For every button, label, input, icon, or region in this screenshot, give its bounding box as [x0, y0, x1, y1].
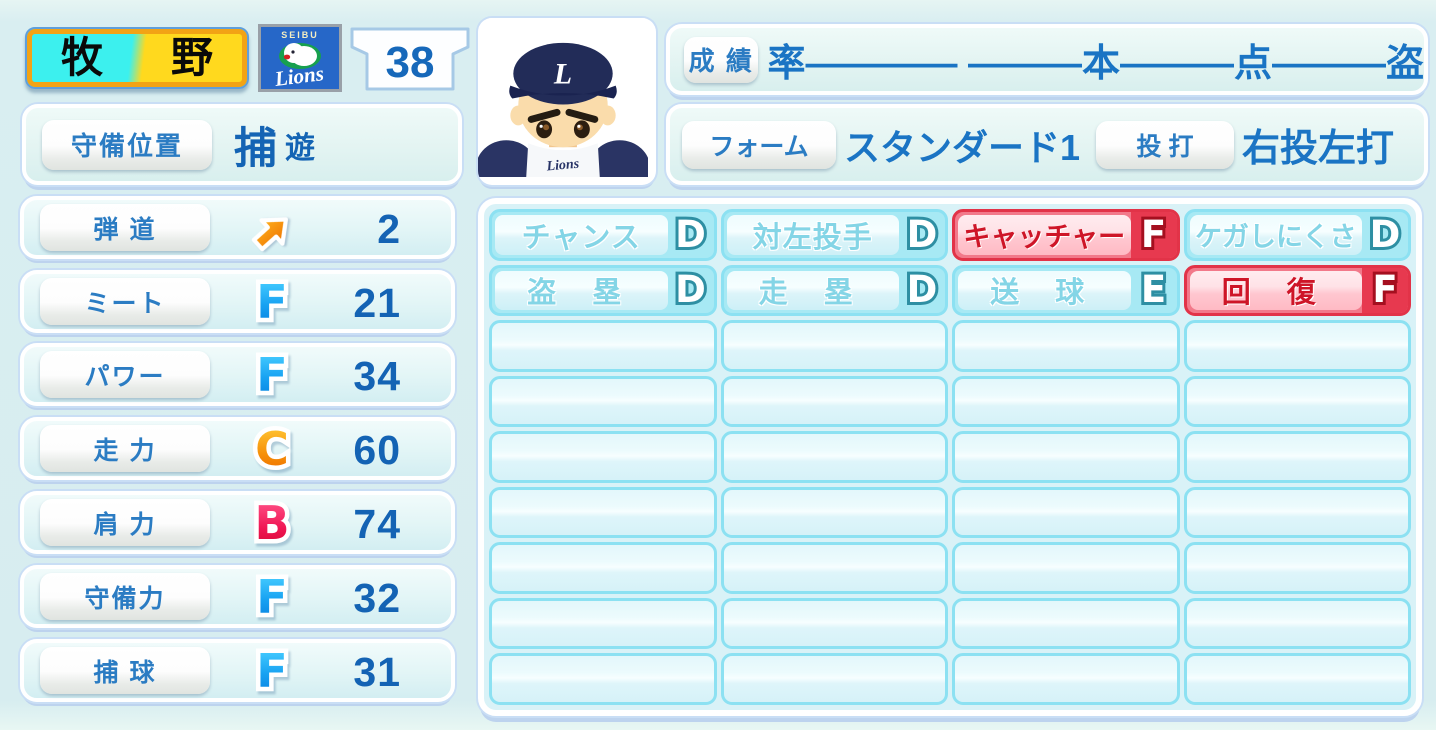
stat-label-chip: パワー: [40, 351, 210, 398]
empty-ability-cell: [1183, 431, 1411, 483]
empty-ability-cell: [720, 653, 948, 705]
empty-ability-cell: [952, 320, 1180, 372]
empty-ability-cell: [952, 597, 1180, 650]
grade-letter: FF: [252, 345, 293, 406]
empty-ability-cell: [489, 486, 717, 539]
stat-label-chip: 捕 球: [40, 647, 210, 694]
position-panel: 守備位置 捕 遊: [22, 104, 462, 185]
empty-ability-cell: [952, 486, 1180, 539]
empty-ability-cell: [1183, 653, 1411, 705]
empty-ability-cell: [1183, 486, 1411, 539]
empty-ability-cell: [1183, 375, 1411, 428]
svg-text:Lions: Lions: [545, 157, 580, 175]
svg-text:L: L: [553, 58, 572, 91]
empty-ability-cell: [720, 542, 948, 594]
trajectory-arrow-icon: [230, 207, 314, 262]
batting-stats-value: 率―――― ―――本―――点―――盗: [767, 43, 1424, 85]
player-surname-2: 野: [170, 34, 213, 81]
stat-label-chip: 肩 力: [40, 499, 210, 546]
stat-row-arm: 肩 力 BB 74: [20, 491, 455, 554]
stat-label-chip: 守備力: [40, 573, 210, 620]
stat-row-speed: 走 力 CC 60: [20, 417, 455, 480]
team-logo-icon: SEIBU Lions: [258, 24, 342, 97]
stat-row-trajectory: 弾 道 2: [20, 196, 455, 259]
player-surname-1: 牧: [60, 34, 103, 81]
empty-ability-cell: [720, 320, 948, 372]
position-main: 捕: [234, 124, 277, 173]
empty-ability-cell: [489, 597, 717, 650]
stat-value: 2: [377, 206, 401, 252]
empty-ability-cell: [720, 375, 948, 428]
stat-label-chip: 走 力: [40, 425, 210, 472]
grade-letter: BB: [250, 493, 294, 554]
stat-label-chip: ミート: [40, 278, 210, 325]
stat-value: 21: [353, 280, 401, 326]
stat-value: 60: [353, 427, 401, 473]
stat-row-contact: ミート FF 21: [20, 270, 455, 333]
empty-ability-cell: [952, 542, 1180, 594]
empty-ability-cell: [952, 375, 1180, 428]
batting-stats-panel: 成 績 率―――― ―――本―――点―――盗: [666, 24, 1428, 95]
form-panel: フォーム スタンダード1 投 打 右投左打: [666, 104, 1428, 185]
empty-ability-cell: [720, 597, 948, 650]
stat-row-fielding: 守備力 FF 32: [20, 565, 455, 628]
throw-bat-value: 右投左打: [1242, 128, 1395, 170]
grade-letter: FF: [252, 641, 293, 702]
stat-row-power: パワー FF 34: [20, 343, 455, 406]
form-value: スタンダード1: [844, 126, 1081, 168]
player-name-plate: 牧 野: [25, 27, 249, 89]
player-avatar: Lions L: [478, 18, 656, 185]
empty-ability-cell: [489, 542, 717, 594]
svg-text:SEIBU: SEIBU: [281, 30, 319, 40]
position-label-chip: 守備位置: [42, 119, 212, 170]
empty-ability-cell: [720, 486, 948, 539]
empty-ability-cell: [952, 653, 1180, 705]
stat-value: 34: [353, 353, 401, 399]
empty-ability-cell: [1183, 542, 1411, 594]
empty-ability-cell: [952, 431, 1180, 483]
stat-value: 74: [353, 501, 401, 547]
empty-ability-cell: [720, 431, 948, 483]
jersey-number: 38: [386, 38, 435, 87]
form-label-chip: フォーム: [682, 120, 836, 169]
jersey-number-plate: 38: [349, 26, 471, 97]
position-sub: 遊: [285, 131, 315, 165]
throw-bat-label-chip: 投 打: [1096, 120, 1234, 169]
stats-label-chip: 成 績: [684, 36, 759, 83]
stat-value: 31: [353, 649, 401, 695]
empty-ability-cell: [489, 431, 717, 483]
stat-label-chip: 弾 道: [40, 204, 210, 251]
empty-ability-cell: [489, 320, 717, 372]
empty-ability-cell: [1183, 320, 1411, 372]
grade-letter: CC: [251, 419, 294, 480]
empty-ability-cell: [489, 375, 717, 428]
empty-ability-cell: [489, 653, 717, 705]
grade-letter: FF: [252, 567, 293, 628]
stat-row-catching: 捕 球 FF 31: [20, 639, 455, 702]
stat-value: 32: [353, 575, 401, 621]
empty-ability-cell: [1183, 597, 1411, 650]
grade-letter: FF: [252, 272, 293, 333]
